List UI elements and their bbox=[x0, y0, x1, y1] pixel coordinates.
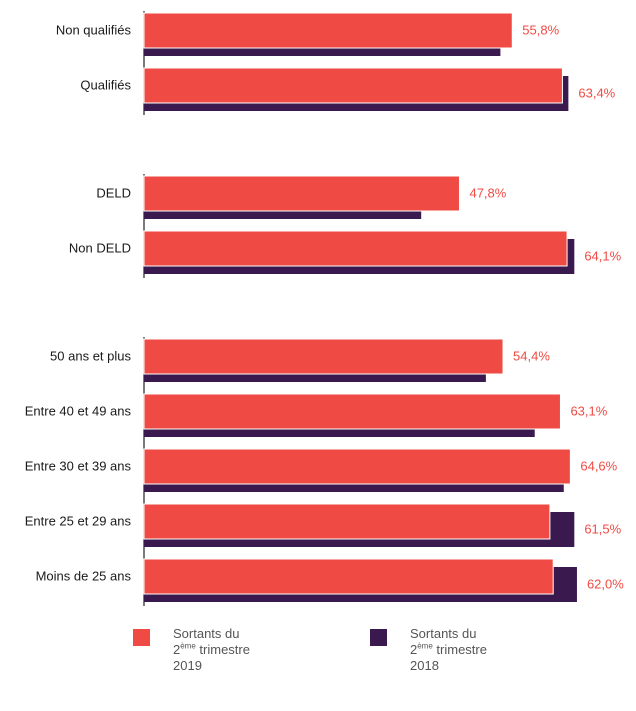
bar-chart: Non qualifiés 55,8% Qualifiés 63,4% DELD 47,8… bbox=[25, 11, 625, 606]
value-label-entre-30-et-39-ans: 64,6% bbox=[580, 459, 617, 474]
value-label-deld: 47,8% bbox=[469, 186, 506, 201]
bar-2019-deld bbox=[143, 175, 460, 212]
bar-2019-50-ans-et-plus bbox=[143, 338, 504, 375]
legend-line2: 2ème trimestre bbox=[410, 641, 487, 657]
value-label-qualifies: 63,4% bbox=[578, 86, 615, 101]
category-label-non-qualifies: Non qualifiés bbox=[56, 23, 132, 38]
legend-year: 2018 bbox=[410, 658, 439, 673]
category-label-entre-40-et-49-ans: Entre 40 et 49 ans bbox=[25, 404, 132, 419]
bar-2019-qualifies bbox=[143, 67, 563, 104]
value-label-moins-de-25-ans: 62,0% bbox=[587, 577, 624, 592]
legend: Sortants du 2ème trimestre 2019 Sortants… bbox=[0, 626, 636, 711]
value-label-entre-40-et-49-ans: 63,1% bbox=[570, 404, 607, 419]
value-label-50-ans-et-plus: 54,4% bbox=[513, 349, 550, 364]
category-label-entre-25-et-29-ans: Entre 25 et 29 ans bbox=[25, 514, 132, 529]
category-label-non-deld: Non DELD bbox=[69, 241, 131, 256]
bar-2019-entre-25-et-29-ans bbox=[143, 503, 551, 540]
category-label-moins-de-25-ans: Moins de 25 ans bbox=[36, 569, 132, 584]
legend-line2: 2ème trimestre bbox=[173, 641, 250, 657]
bar-2019-moins-de-25-ans bbox=[143, 558, 554, 595]
bar-2019-non-deld bbox=[143, 230, 568, 267]
legend-item-2019: Sortants du 2ème trimestre 2019 bbox=[133, 626, 283, 674]
value-label-non-deld: 64,1% bbox=[584, 249, 621, 264]
category-label-deld: DELD bbox=[96, 186, 131, 201]
category-label-entre-30-et-39-ans: Entre 30 et 39 ans bbox=[25, 459, 132, 474]
category-label-50-ans-et-plus: 50 ans et plus bbox=[50, 349, 131, 364]
category-label-qualifies: Qualifiés bbox=[80, 78, 131, 93]
value-label-entre-25-et-29-ans: 61,5% bbox=[584, 522, 621, 537]
labels-layer: Non qualifiés 55,8% Qualifiés 63,4% DELD 47,8… bbox=[25, 23, 625, 592]
legend-label-2018: Sortants du 2ème trimestre 2018 bbox=[410, 626, 520, 674]
bar-2019-entre-30-et-39-ans bbox=[143, 448, 571, 485]
legend-swatch-2018 bbox=[370, 629, 387, 646]
legend-year: 2019 bbox=[173, 658, 202, 673]
legend-item-2018: Sortants du 2ème trimestre 2018 bbox=[370, 626, 520, 674]
bar-2019-non-qualifies bbox=[143, 12, 513, 49]
legend-line1: Sortants du bbox=[410, 626, 477, 641]
bar-2019-entre-40-et-49-ans bbox=[143, 393, 561, 430]
bars-layer bbox=[143, 12, 577, 602]
value-label-non-qualifies: 55,8% bbox=[522, 23, 559, 38]
legend-line1: Sortants du bbox=[173, 626, 240, 641]
legend-swatch-2019 bbox=[133, 629, 150, 646]
legend-label-2019: Sortants du 2ème trimestre 2019 bbox=[173, 626, 283, 674]
